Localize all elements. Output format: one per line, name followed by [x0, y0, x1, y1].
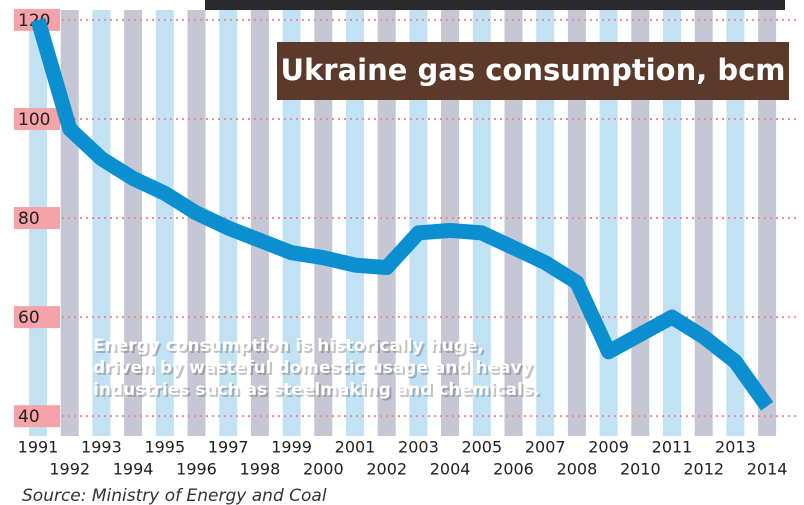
x-tick-label: 1993	[81, 438, 122, 457]
y-tick-bg	[14, 107, 60, 130]
stripe	[663, 10, 681, 436]
annotation: Energy consumption is historically huge,	[93, 336, 484, 356]
x-tick-label: 1996	[176, 460, 217, 479]
x-tick-label: 2014	[747, 460, 788, 479]
x-tick-label: 2004	[430, 460, 471, 479]
stripe	[314, 10, 333, 436]
y-tick-label: 80	[18, 209, 40, 229]
x-tick-label: 2006	[493, 460, 534, 479]
x-tick-label: 1995	[144, 438, 185, 457]
stripe	[567, 10, 586, 436]
stripe	[60, 10, 79, 436]
line	[30, 17, 774, 411]
stripe	[346, 10, 364, 436]
x-tick-label: 2003	[398, 438, 439, 457]
stripe	[187, 10, 206, 436]
annotation: industries such as steelmaking and chemi…	[93, 380, 540, 400]
chart-title: Ukraine gas consumption, bcm	[280, 53, 785, 87]
annotation-shadow: Energy consumption is historically huge,	[95, 338, 486, 358]
x-tick-label: 2007	[525, 438, 566, 457]
stripe	[472, 10, 491, 436]
stripe	[92, 10, 111, 436]
x-tick-label: 2005	[461, 438, 502, 457]
x-tick-label: 2009	[588, 438, 629, 457]
x-tick-label: 2008	[557, 460, 598, 479]
annotation-shadow: driven by wasteful domestic usage and he…	[95, 360, 535, 380]
stripe	[726, 10, 745, 436]
y-tick-bg	[14, 306, 60, 329]
x-tick-label: 1999	[271, 438, 312, 457]
stripe	[758, 10, 777, 436]
x-tick-label: 1997	[208, 438, 249, 457]
x-tick-label: 1991	[18, 438, 59, 457]
stripe	[536, 10, 555, 436]
x-tick-label: 2002	[366, 460, 407, 479]
y-tick-label: 40	[18, 407, 40, 427]
stripe	[377, 10, 396, 436]
y-tick-label: 60	[18, 308, 40, 328]
stripe	[504, 10, 523, 436]
title-box	[277, 42, 789, 100]
annotation-shadow: industries such as steelmaking and chemi…	[95, 382, 542, 402]
x-tick-label: 1994	[113, 460, 154, 479]
stripe	[124, 10, 143, 436]
stripe	[282, 10, 301, 436]
stripe	[155, 10, 174, 436]
x-tick-label: 1992	[49, 460, 90, 479]
photo-strip	[205, 0, 785, 10]
source: Source: Ministry of Energy and Coal	[22, 486, 327, 505]
x-tick-label: 2000	[303, 460, 344, 479]
x-tick-label: 1998	[240, 460, 281, 479]
annotation: driven by wasteful domestic usage and he…	[93, 358, 533, 378]
y-tick-label: 100	[18, 110, 50, 130]
stripe	[409, 10, 428, 436]
x-tick-label: 2001	[335, 438, 376, 457]
stripe	[250, 10, 269, 436]
x-tick-label: 2011	[652, 438, 693, 457]
x-tick-label: 2013	[715, 438, 756, 457]
x-tick-label: 2012	[683, 460, 724, 479]
x-tick-label: 2010	[620, 460, 661, 479]
y-tick-bg	[14, 405, 60, 428]
y-tick-bg	[14, 207, 60, 230]
y-tick-bg	[14, 8, 60, 31]
